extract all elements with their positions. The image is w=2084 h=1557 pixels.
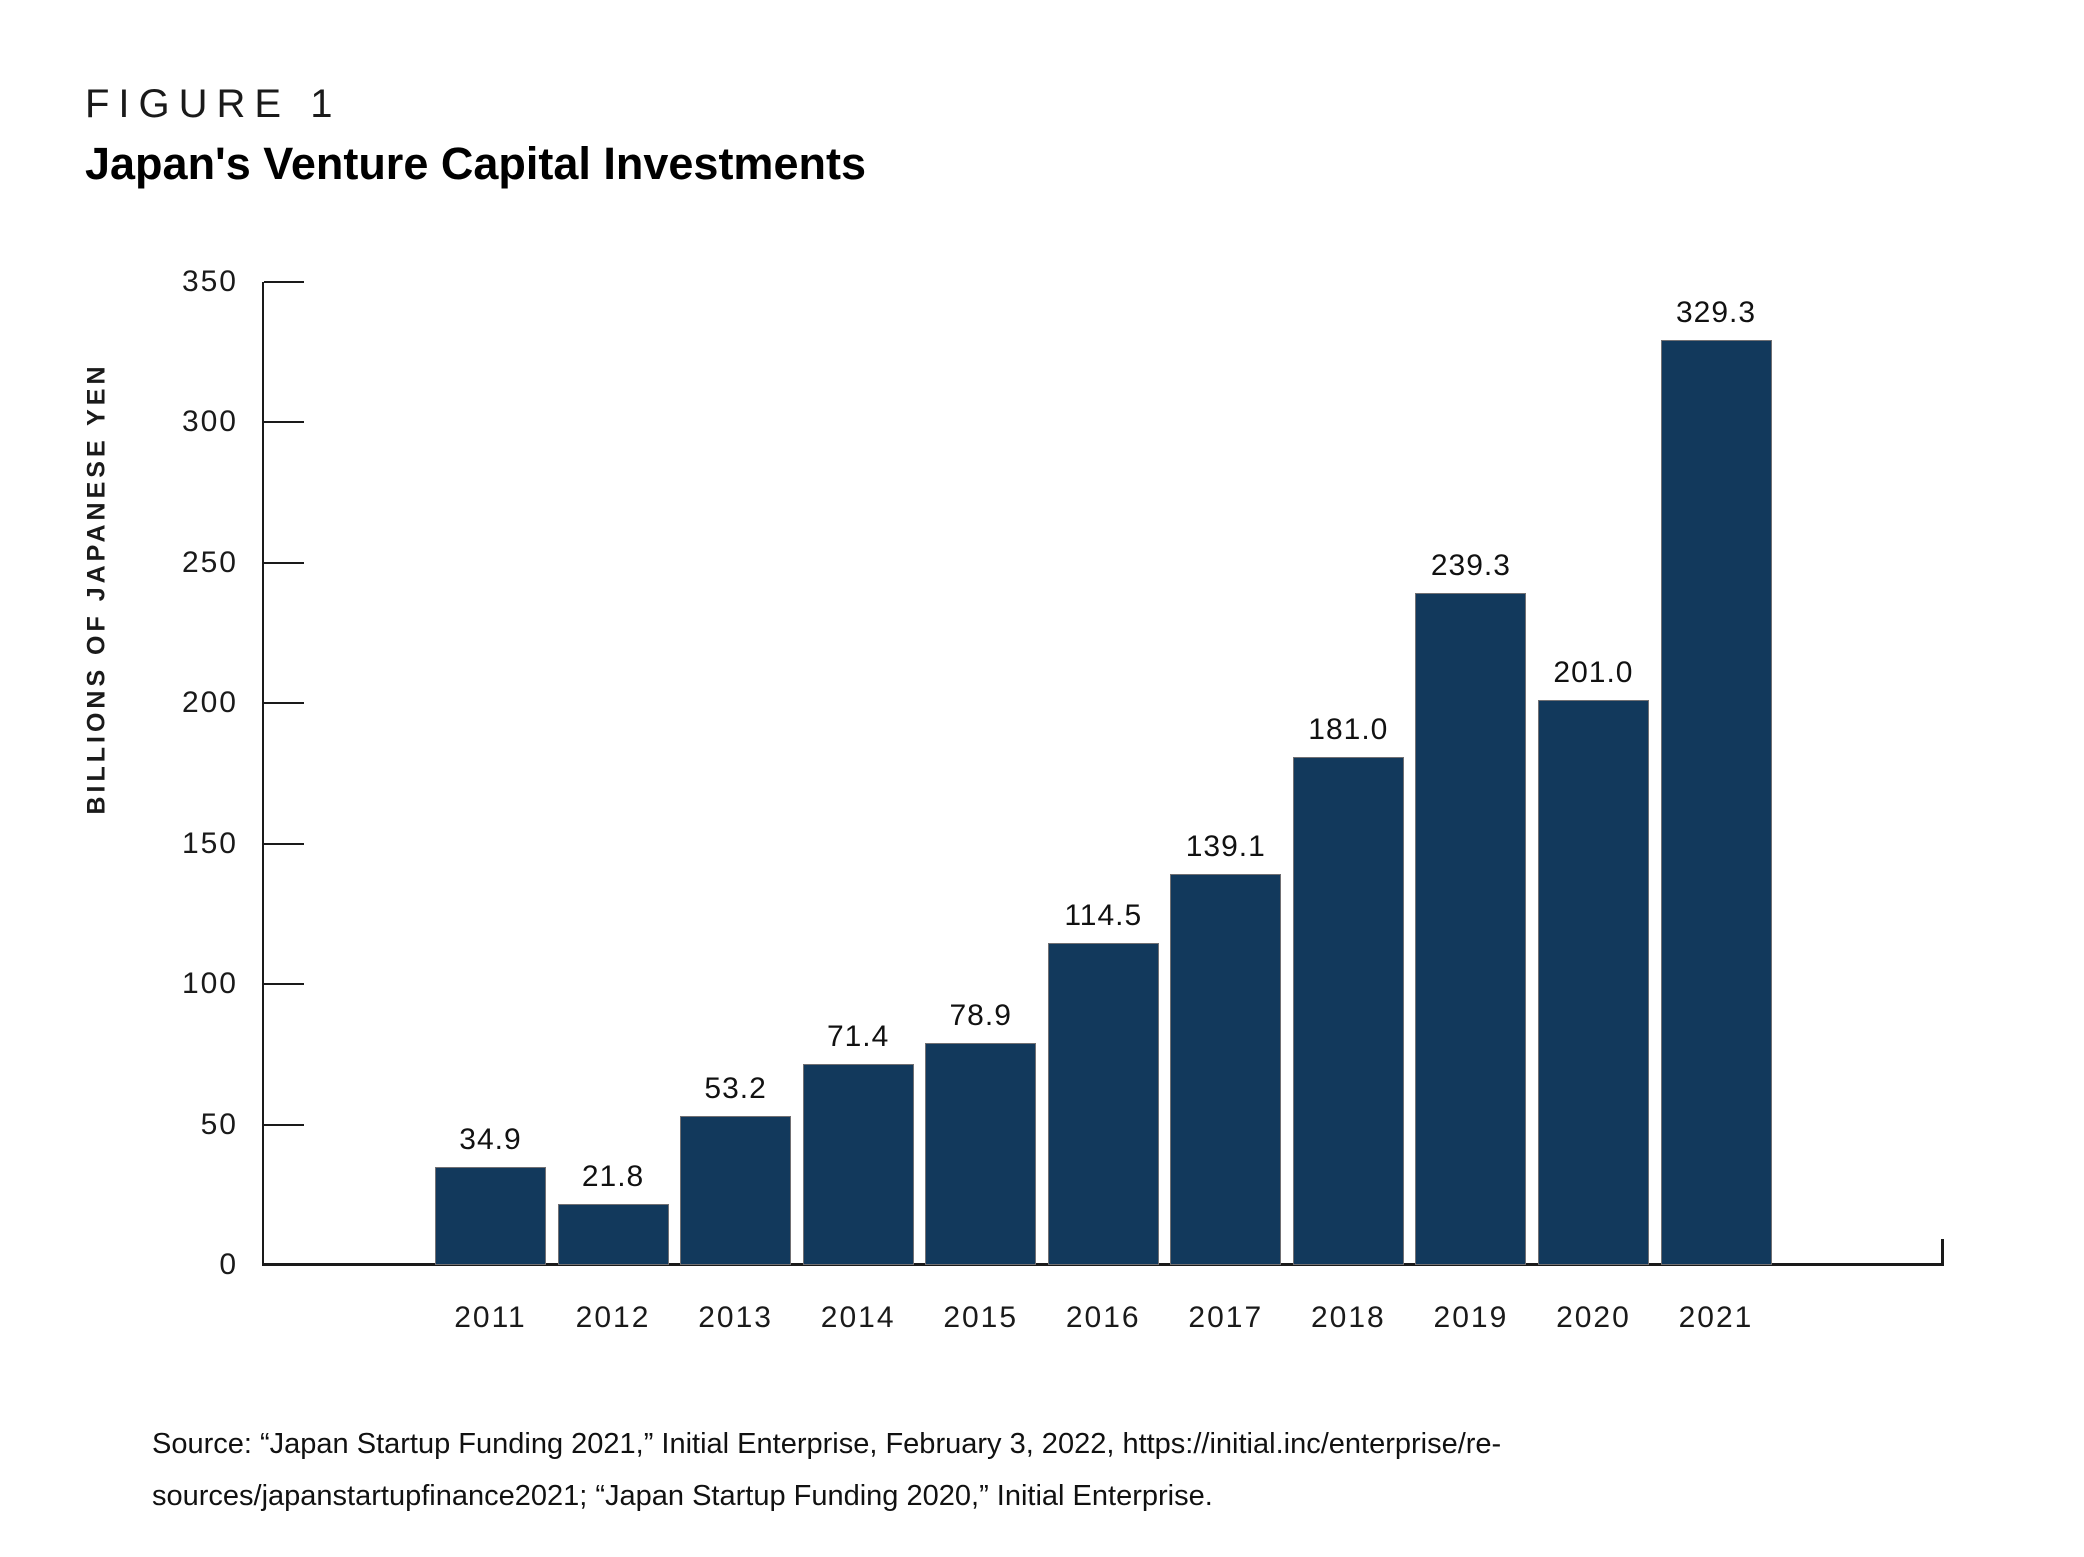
bar-2020 [1537, 700, 1649, 1265]
x-axis-label-2016: 2016 [1065, 1301, 1141, 1334]
x-axis-label-2020: 2020 [1556, 1301, 1631, 1334]
y-tick-label-200: 200 [181, 686, 238, 720]
y-tick-label-0: 0 [219, 1248, 238, 1281]
y-tick-350 [264, 281, 304, 283]
y-tick-100 [264, 983, 304, 986]
bar-2012 [557, 1203, 669, 1265]
source-note: Source: “Japan Startup Funding 2021,” In… [152, 1418, 1501, 1522]
bar-2017 [1170, 874, 1282, 1265]
bar-value-label-2014: 71.4 [826, 1020, 890, 1054]
y-tick-50 [264, 1123, 304, 1126]
bar-2015 [925, 1043, 1037, 1265]
bar-2013 [680, 1115, 792, 1265]
x-axis-label-2018: 2018 [1310, 1301, 1386, 1334]
y-axis-line [262, 282, 264, 1265]
x-axis-end-tick [1941, 1239, 1944, 1265]
bar-value-label-2021: 329.3 [1675, 296, 1757, 330]
source-line-1: Source: “Japan Startup Funding 2021,” In… [152, 1428, 1502, 1460]
x-axis-label-2017: 2017 [1188, 1301, 1264, 1334]
y-tick-300 [264, 421, 304, 424]
bar-value-label-2020: 201.0 [1553, 656, 1634, 690]
y-tick-250 [264, 561, 304, 564]
bar-2019 [1415, 592, 1527, 1265]
bar-2018 [1292, 756, 1404, 1265]
bar-value-label-2012: 21.8 [581, 1159, 645, 1193]
y-tick-label-250: 250 [181, 545, 238, 579]
bar-2011 [435, 1166, 546, 1265]
bar-value-label-2013: 53.2 [704, 1071, 767, 1105]
bar-2016 [1047, 943, 1159, 1265]
y-tick-label-300: 300 [181, 405, 238, 439]
x-axis-label-2021: 2021 [1678, 1301, 1754, 1334]
bar-value-label-2011: 34.9 [459, 1122, 522, 1156]
y-tick-150 [264, 842, 304, 845]
y-axis-title: BILLIONS OF JAPANESE YEN [82, 362, 111, 815]
y-tick-label-100: 100 [181, 967, 238, 1001]
y-tick-200 [264, 702, 304, 705]
figure-label: FIGURE 1 [85, 82, 342, 126]
bar-value-label-2015: 78.9 [949, 999, 1012, 1033]
bar-2014 [802, 1064, 914, 1265]
x-axis-label-2012: 2012 [575, 1301, 651, 1334]
x-axis-label-2013: 2013 [698, 1301, 773, 1334]
bar-2021 [1660, 340, 1772, 1265]
y-tick-label-50: 50 [200, 1107, 238, 1141]
source-line-2: sources/japanstartupfinance2021; “Japan … [152, 1480, 1213, 1512]
bar-value-label-2016: 114.5 [1064, 899, 1143, 933]
bar-value-label-2018: 181.0 [1308, 712, 1389, 746]
y-tick-label-350: 350 [181, 265, 238, 298]
figure-title: Japan's Venture Capital Investments [85, 138, 866, 189]
x-axis-label-2014: 2014 [820, 1301, 896, 1334]
x-axis-label-2015: 2015 [943, 1301, 1019, 1334]
bar-value-label-2019: 239.3 [1430, 548, 1511, 582]
bar-value-label-2017: 139.1 [1185, 830, 1266, 864]
x-axis-label-2019: 2019 [1433, 1301, 1509, 1334]
x-axis-label-2011: 2011 [454, 1301, 527, 1334]
y-tick-label-150: 150 [181, 826, 238, 860]
